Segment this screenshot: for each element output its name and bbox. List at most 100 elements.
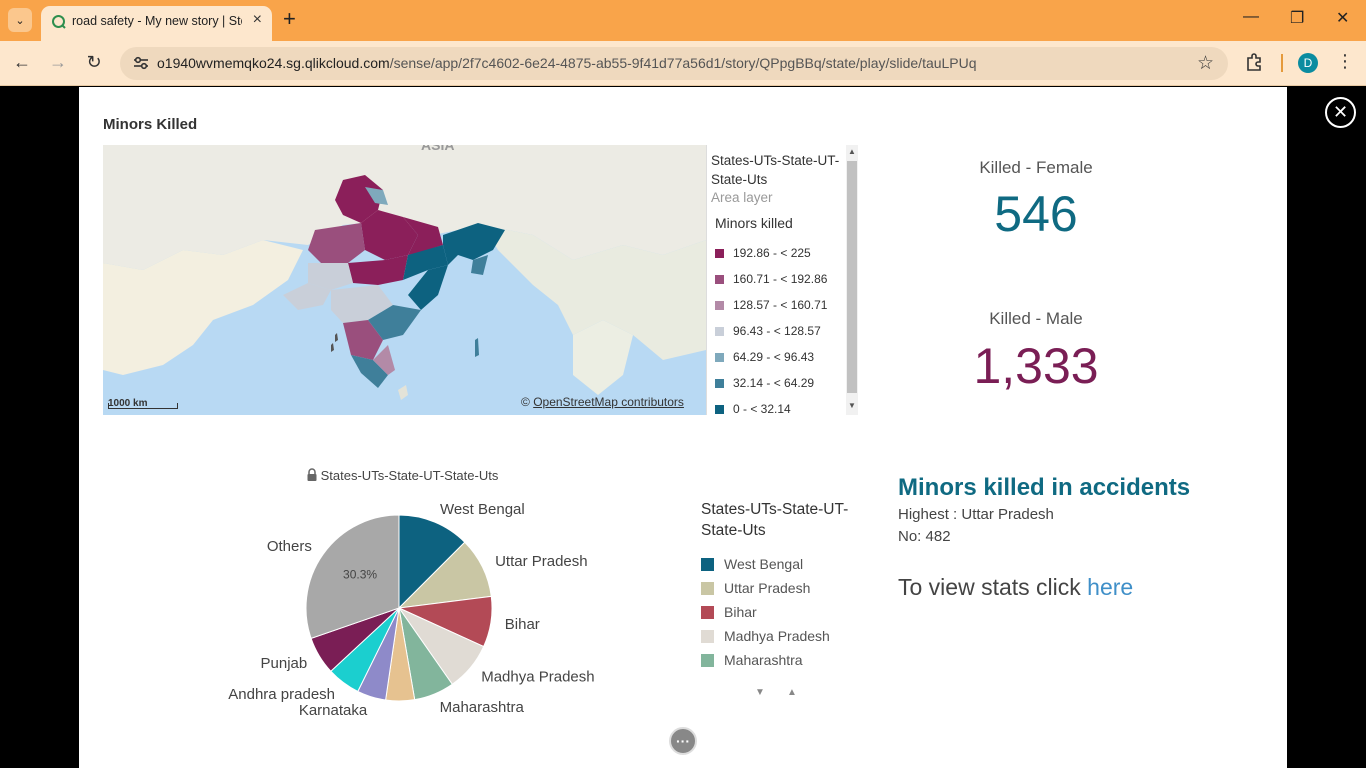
- map-state: [368, 305, 421, 340]
- legend-label: Uttar Pradesh: [724, 580, 811, 596]
- osm-link[interactable]: OpenStreetMap contributors: [533, 395, 684, 409]
- legend-swatch: [715, 275, 724, 284]
- lock-icon: [307, 468, 317, 481]
- map-title: Minors Killed: [103, 116, 198, 133]
- map-islands: [331, 343, 334, 352]
- new-tab-button[interactable]: +: [283, 6, 296, 31]
- legend-swatch: [701, 582, 714, 595]
- map-state: [331, 285, 393, 323]
- textbox-number: No: 482: [898, 528, 951, 545]
- pie-slice-label: West Bengal: [440, 501, 525, 518]
- legend-label: 32.14 - < 64.29: [733, 376, 815, 390]
- textbox-highest: Highest : Uttar Pradesh: [898, 506, 1054, 523]
- browser-tab[interactable]: road safety - My new story | Stor ×: [41, 6, 272, 41]
- address-bar[interactable]: o1940wvmemqko24.sg.qlikcloud.com/sense/a…: [120, 47, 1228, 80]
- pie-legend-item[interactable]: West Bengal: [701, 556, 803, 572]
- forward-button[interactable]: →: [49, 52, 67, 72]
- map-legend-item[interactable]: 64.29 - < 96.43: [715, 350, 814, 364]
- map-legend-title: States-UTs-State-UT-State-Uts: [711, 153, 840, 187]
- legend-label: West Bengal: [724, 556, 804, 572]
- map-legend-item[interactable]: 0 - < 32.14: [715, 402, 791, 415]
- url-text: o1940wvmemqko24.sg.qlikcloud.com/sense/a…: [157, 55, 977, 71]
- scroll-down-icon[interactable]: ▼: [848, 401, 856, 410]
- legend-swatch: [715, 327, 724, 336]
- map-chart[interactable]: ASIA 1000 km © OpenStreetMap contributor…: [103, 145, 706, 415]
- browser-tab-bar: ⌄ road safety - My new story | Stor × + …: [0, 0, 1366, 41]
- site-settings-icon[interactable]: [132, 55, 150, 71]
- toolbar-divider: [1281, 54, 1283, 72]
- legend-scroll-up-icon[interactable]: ▲: [787, 687, 797, 698]
- map-legend-item[interactable]: 192.86 - < 225: [715, 246, 811, 260]
- pie-title-text: States-UTs-State-UT-State-Uts: [320, 468, 499, 483]
- pie-slice-label: Uttar Pradesh: [495, 553, 588, 570]
- map-legend-measure: Minors killed: [715, 215, 793, 231]
- map-state: [351, 355, 388, 388]
- tab-search-button[interactable]: ⌄: [8, 8, 32, 32]
- here-link[interactable]: here: [1087, 574, 1134, 600]
- pie-legend-title: States-UTs-State-UT-State-Uts: [701, 501, 849, 539]
- map-state: [348, 255, 408, 285]
- legend-swatch: [701, 654, 714, 667]
- pie-legend-item[interactable]: Madhya Pradesh: [701, 628, 830, 644]
- kpi-male-value: 1,333: [973, 338, 1099, 394]
- attribution-prefix: ©: [521, 395, 534, 409]
- kpi-female-value: 546: [994, 186, 1078, 242]
- map-land-peninsula: [573, 320, 633, 395]
- map-state: [373, 345, 395, 375]
- map-state: [335, 175, 383, 223]
- map-legend-layer: Area layer: [711, 190, 773, 205]
- more-options-button[interactable]: ···: [669, 727, 697, 755]
- map-legend-item[interactable]: 160.71 - < 192.86: [715, 272, 827, 286]
- pie-slice[interactable]: [398, 514, 466, 610]
- map-state: [308, 263, 353, 290]
- legend-label: 96.43 - < 128.57: [733, 324, 821, 338]
- tab-close-icon[interactable]: ×: [252, 11, 262, 28]
- scroll-thumb[interactable]: [847, 161, 857, 393]
- pie-slice[interactable]: [305, 514, 400, 640]
- qlik-favicon-icon: [52, 15, 66, 29]
- pie-slice-label: Andhra pradesh: [228, 686, 335, 703]
- pie-slice-label: Maharashtra: [440, 699, 525, 716]
- legend-label: 64.29 - < 96.43: [733, 350, 815, 364]
- back-button[interactable]: ←: [13, 52, 31, 72]
- pie-legend-item[interactable]: Bihar: [701, 604, 757, 620]
- pie-slice-label: Punjab: [261, 655, 308, 672]
- legend-swatch: [701, 606, 714, 619]
- legend-scrollbar[interactable]: ▲ ▼: [846, 145, 858, 415]
- pie-legend-item[interactable]: Uttar Pradesh: [701, 580, 810, 596]
- map-state: [365, 187, 388, 205]
- legend-swatch: [715, 405, 724, 414]
- browser-menu-icon[interactable]: ⋮: [1336, 51, 1354, 71]
- profile-avatar[interactable]: D: [1298, 53, 1318, 73]
- url-path: /sense/app/2f7c4602-6e24-4875-ab55-9f41d…: [389, 55, 977, 71]
- restore-button[interactable]: ❐: [1290, 10, 1305, 27]
- tab-title: road safety - My new story | Stor: [72, 14, 242, 28]
- view-stats-text: To view stats click: [898, 574, 1088, 600]
- legend-swatch: [715, 353, 724, 362]
- extensions-icon[interactable]: [1244, 52, 1264, 72]
- legend-scroll-down-icon[interactable]: ▼: [755, 687, 765, 698]
- pie-slice-label: Bihar: [505, 616, 540, 633]
- legend-label: 0 - < 32.14: [733, 402, 791, 415]
- textbox-view-stats: To view stats click here: [898, 574, 1133, 601]
- map-state: [361, 210, 418, 260]
- legend-swatch: [715, 301, 724, 310]
- map-legend-item[interactable]: 32.14 - < 64.29: [715, 376, 814, 390]
- minimize-button[interactable]: —: [1243, 8, 1259, 25]
- window-close-button[interactable]: ✕: [1336, 10, 1350, 27]
- map-islands: [475, 338, 479, 357]
- map-legend-item[interactable]: 96.43 - < 128.57: [715, 324, 821, 338]
- pie-slice-label: Others: [267, 538, 312, 555]
- map-islands: [335, 333, 338, 342]
- legend-swatch: [715, 249, 724, 258]
- legend-label: Bihar: [724, 604, 757, 620]
- exit-story-close-icon[interactable]: ✕: [1325, 97, 1356, 128]
- reload-button[interactable]: ↻: [86, 52, 102, 72]
- bookmark-star-icon[interactable]: ☆: [1196, 53, 1214, 74]
- map-legend-item[interactable]: 128.57 - < 160.71: [715, 298, 827, 312]
- kpi-female-label: Killed - Female: [979, 158, 1093, 177]
- map-region-label: ASIA: [421, 145, 454, 153]
- pie-legend-item[interactable]: Maharashtra: [701, 652, 803, 668]
- scroll-up-icon[interactable]: ▲: [848, 147, 856, 156]
- pie-chart[interactable]: West Bengal Uttar Pradesh Bihar Madhya Prad…: [199, 492, 619, 732]
